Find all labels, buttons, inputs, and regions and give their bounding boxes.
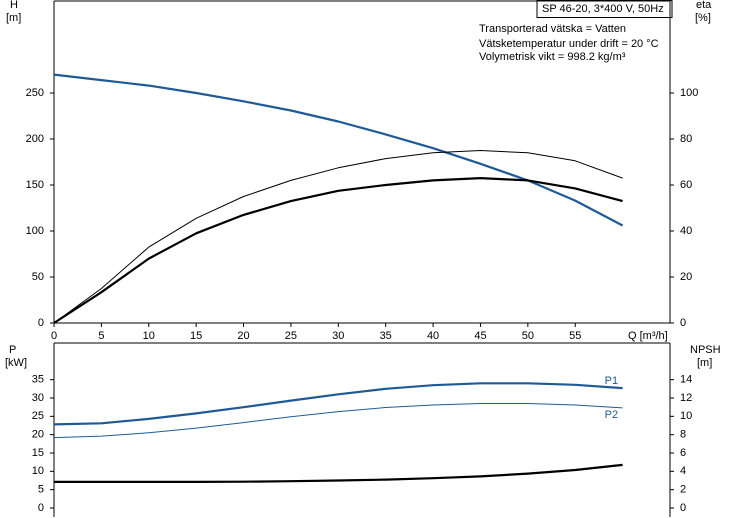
annotation: Vätsketemperatur under drift = 20 °C (479, 38, 659, 50)
series-line (53, 382, 623, 426)
y2-tick-label: 80 (680, 133, 692, 145)
y-tick-label: 0 (38, 317, 44, 329)
y-tick-label: 15 (32, 447, 44, 459)
y2-tick-label: 4 (680, 465, 686, 477)
x-tick-label: 55 (569, 330, 581, 342)
y-axis-label: P (9, 344, 16, 356)
x-tick-label: 25 (285, 330, 297, 342)
y2-tick-label: 20 (680, 271, 692, 283)
y2-tick-label: 8 (680, 429, 686, 441)
y-tick-label: 200 (26, 133, 44, 145)
x-tick-label: 20 (237, 330, 249, 342)
series-line (54, 463, 623, 483)
x-tick-label: 15 (190, 330, 202, 342)
y-axis-unit: [m] (6, 12, 21, 24)
y-tick-label: 50 (32, 271, 44, 283)
y2-axis-unit: [m] (697, 357, 712, 369)
x-axis-label: Q [m³/h] (628, 330, 668, 342)
x-tick-label: 35 (380, 330, 392, 342)
annotation: Transporterad vätska = Vatten (479, 23, 626, 35)
y2-tick-label: 0 (680, 502, 686, 514)
series-label: P1 (605, 375, 618, 387)
y2-tick-label: 0 (680, 317, 686, 329)
y-tick-label: 250 (26, 87, 44, 99)
y2-tick-label: 100 (680, 87, 698, 99)
series-line (53, 403, 623, 439)
x-tick-label: 0 (51, 330, 57, 342)
y-tick-label: 10 (32, 465, 44, 477)
x-tick-label: 5 (98, 330, 104, 342)
y-tick-label: 30 (32, 392, 44, 404)
y-tick-label: 150 (26, 179, 44, 191)
y-tick-label: 25 (32, 410, 44, 422)
y2-tick-label: 60 (680, 179, 692, 191)
y2-axis-label: NPSH (690, 344, 721, 356)
y2-axis-label: eta (696, 0, 712, 11)
series-line (53, 150, 623, 324)
y2-tick-label: 12 (680, 392, 692, 404)
y-tick-label: 100 (26, 225, 44, 237)
x-tick-label: 10 (143, 330, 155, 342)
y2-tick-label: 6 (680, 447, 686, 459)
x-tick-label: 50 (522, 330, 534, 342)
x-tick-label: 40 (427, 330, 439, 342)
y2-axis-unit: [%] (695, 12, 711, 24)
y-axis-label: H (10, 0, 18, 11)
x-tick-label: 30 (332, 330, 344, 342)
y2-tick-label: 2 (680, 484, 686, 496)
y2-tick-label: 40 (680, 225, 692, 237)
y-tick-label: 20 (32, 429, 44, 441)
y-tick-label: 0 (38, 502, 44, 514)
y-tick-label: 5 (38, 484, 44, 496)
y2-tick-label: 14 (680, 374, 692, 386)
x-tick-label: 45 (474, 330, 486, 342)
y-axis-unit: [kW] (5, 357, 27, 369)
y-tick-label: 35 (32, 374, 44, 386)
series-label: P2 (605, 409, 618, 421)
series-line (53, 177, 623, 324)
annotation: Volymetrisk vikt = 998.2 kg/m³ (479, 51, 626, 63)
info-text: SP 46-20, 3*400 V, 50Hz (542, 3, 664, 15)
y2-tick-label: 10 (680, 410, 692, 422)
